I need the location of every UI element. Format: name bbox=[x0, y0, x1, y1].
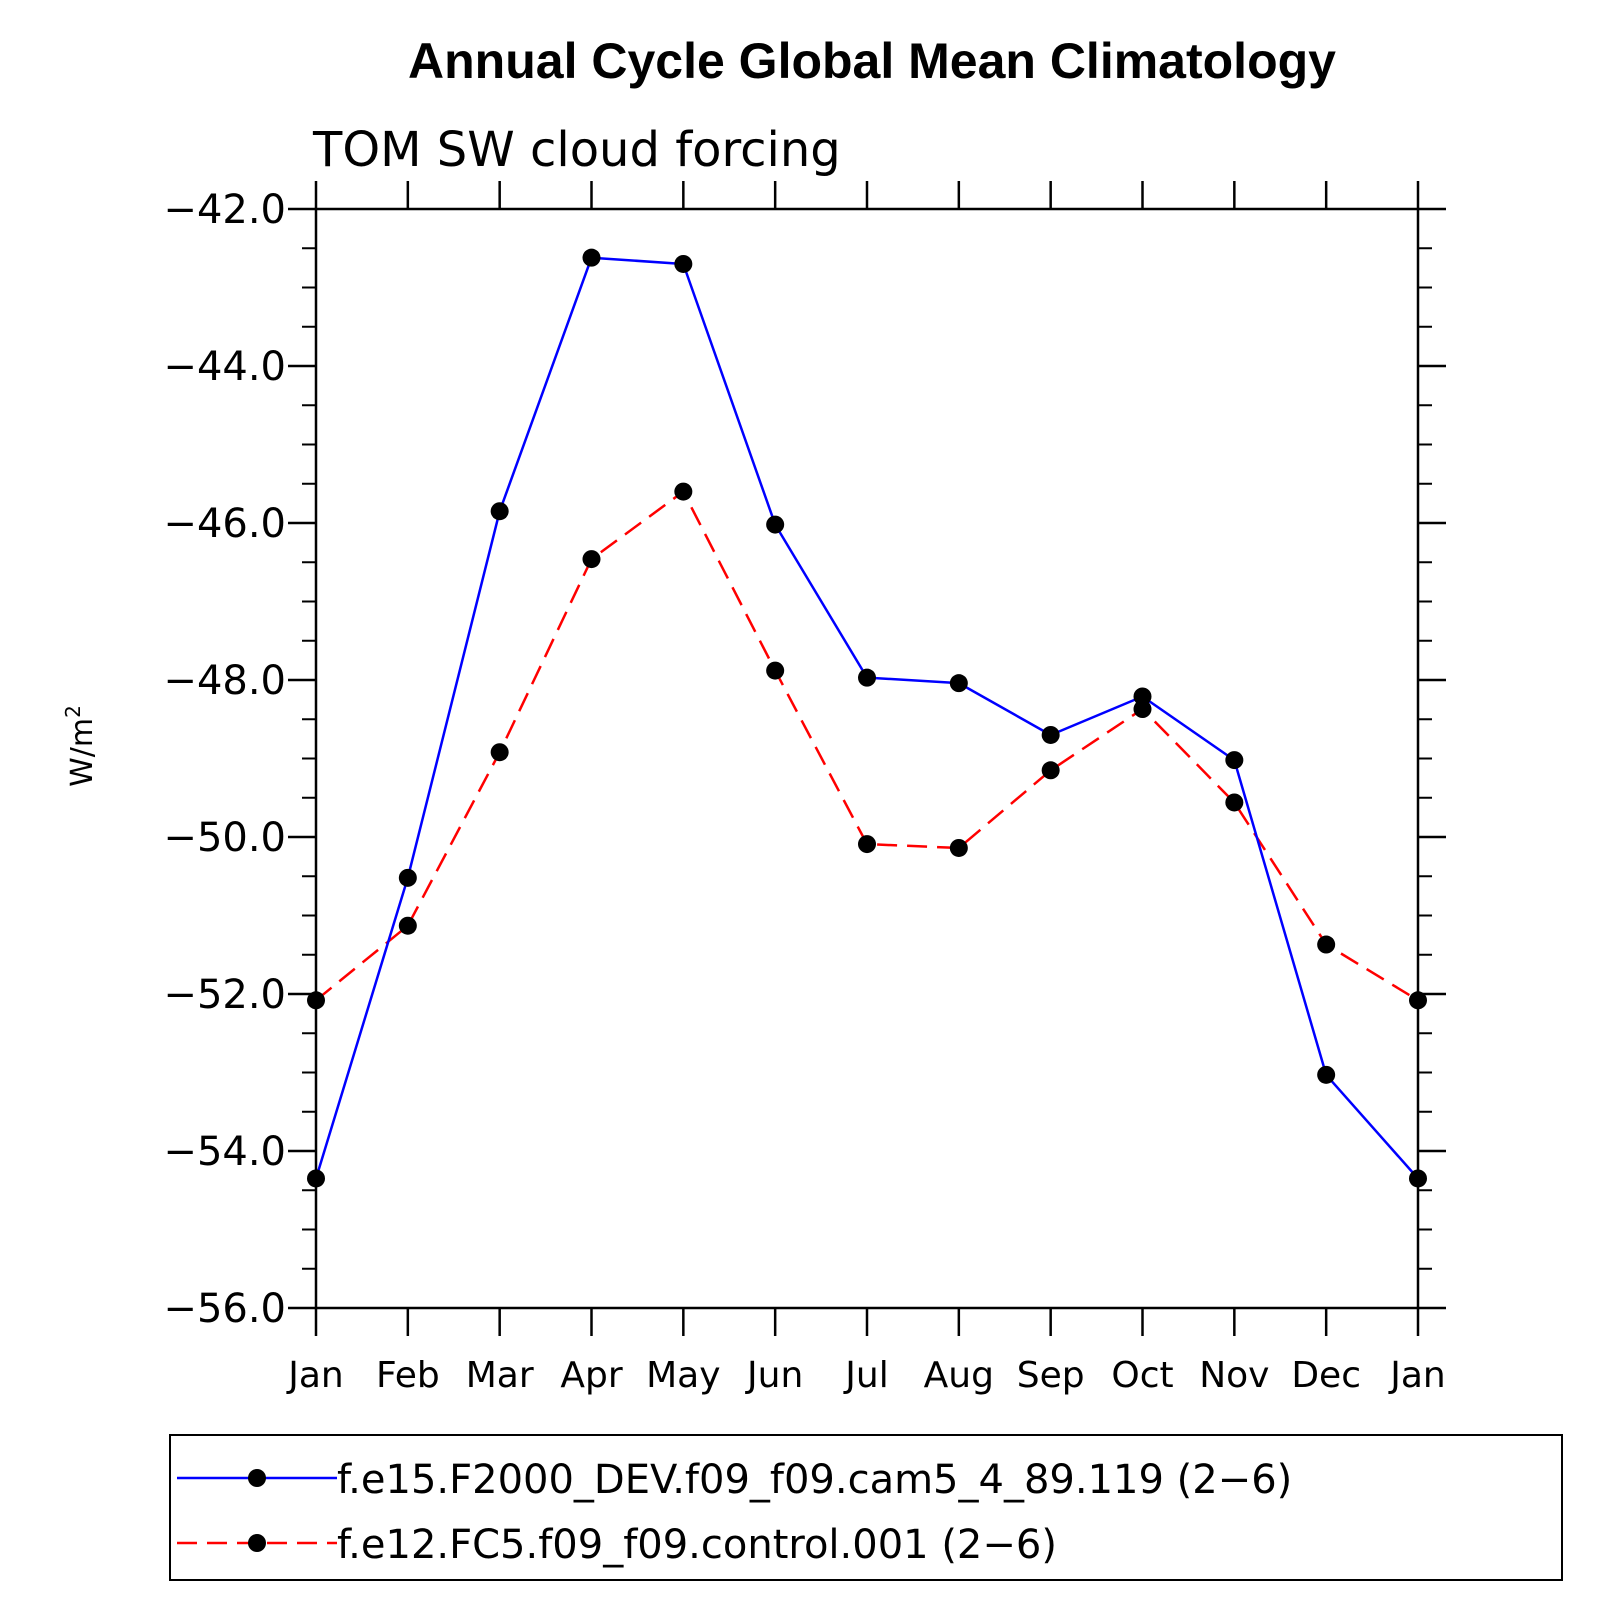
series-1-line bbox=[314, 256, 1419, 1180]
series-1-point bbox=[1225, 751, 1244, 770]
chart-subtitle: TOM SW cloud forcing bbox=[312, 122, 841, 178]
x-tick-label: Aug bbox=[924, 1355, 994, 1396]
y-axis-label: W/m2 bbox=[61, 705, 100, 787]
x-tick-label: Jul bbox=[843, 1355, 888, 1396]
y-axis-label-text: W/m bbox=[65, 718, 100, 787]
series-2-point bbox=[674, 482, 693, 501]
series-1-point bbox=[674, 254, 693, 273]
series-1-point bbox=[858, 668, 876, 687]
y-tick-label: −50.0 bbox=[163, 815, 286, 861]
legend: f.e15.F2000_DEV.f09_f09.cam5_4_89.119 (2… bbox=[169, 1434, 1563, 1581]
series-2-point bbox=[1041, 761, 1060, 780]
y-tick-label: −54.0 bbox=[163, 1129, 286, 1175]
series-1-point bbox=[949, 674, 968, 693]
legend-label-series-2: f.e12.FC5.f09_f09.control.001 (2−6) bbox=[337, 1522, 1057, 1568]
series-1-point bbox=[1133, 687, 1152, 706]
y-tick-label: −42.0 bbox=[163, 187, 286, 233]
axis-ticks bbox=[288, 181, 1446, 1336]
x-tick-label: Feb bbox=[376, 1355, 440, 1396]
series-2-point bbox=[858, 835, 876, 854]
y-tick-labels: −42.0 −44.0 −46.0 −48.0 −50.0 −52.0 −54.0 −56.0 bbox=[163, 187, 286, 1332]
y-axis-label-superscript: 2 bbox=[61, 705, 85, 718]
chart-title: Annual Cycle Global Mean Climatology bbox=[408, 33, 1336, 89]
x-tick-label: Sep bbox=[1017, 1355, 1085, 1396]
legend-label-series-1: f.e15.F2000_DEV.f09_f09.cam5_4_89.119 (2… bbox=[337, 1457, 1292, 1503]
y-tick-label: −48.0 bbox=[163, 658, 286, 704]
series-1-point bbox=[582, 248, 601, 267]
y-tick-label: −56.0 bbox=[163, 1286, 286, 1332]
series-1-point bbox=[1041, 725, 1060, 744]
svg-text:W/m2: W/m2 bbox=[61, 705, 100, 787]
x-tick-label: Mar bbox=[466, 1355, 534, 1396]
y-tick-label: −52.0 bbox=[163, 972, 286, 1018]
x-tick-labels: Jan Feb Mar Apr May Jun Jul Aug Sep Oct Nov Dec Jan bbox=[286, 1355, 1446, 1396]
x-tick-label: Apr bbox=[560, 1355, 622, 1396]
series-1-point bbox=[490, 502, 509, 521]
x-tick-label: Jun bbox=[745, 1355, 803, 1396]
series-2-point bbox=[582, 550, 601, 569]
legend-box bbox=[169, 1434, 1563, 1581]
y-tick-label: −44.0 bbox=[163, 344, 286, 390]
plot-series bbox=[307, 248, 1427, 1188]
series-1-point bbox=[766, 515, 785, 534]
series-2-point bbox=[766, 661, 785, 680]
x-tick-label: Oct bbox=[1111, 1355, 1173, 1396]
x-tick-label: Jan bbox=[1388, 1355, 1446, 1396]
series-1-point bbox=[1317, 1065, 1336, 1084]
legend-marker-series-1 bbox=[248, 1469, 266, 1487]
series-2-point bbox=[1133, 700, 1152, 719]
x-tick-label: Dec bbox=[1291, 1355, 1361, 1396]
series-2-point bbox=[1225, 793, 1244, 812]
x-tick-label: Jan bbox=[286, 1355, 344, 1396]
plot-frame bbox=[314, 207, 1420, 1310]
series-2-point bbox=[1317, 935, 1336, 954]
x-tick-label: May bbox=[646, 1355, 720, 1396]
series-2-line bbox=[315, 490, 1419, 1002]
series-2-point bbox=[398, 916, 417, 935]
y-tick-label: −46.0 bbox=[163, 501, 286, 547]
series-2-point bbox=[949, 838, 968, 857]
x-tick-label: Nov bbox=[1199, 1355, 1269, 1396]
legend-marker-series-2 bbox=[248, 1534, 266, 1552]
series-2-point bbox=[490, 743, 509, 762]
series-1-point bbox=[398, 868, 417, 887]
